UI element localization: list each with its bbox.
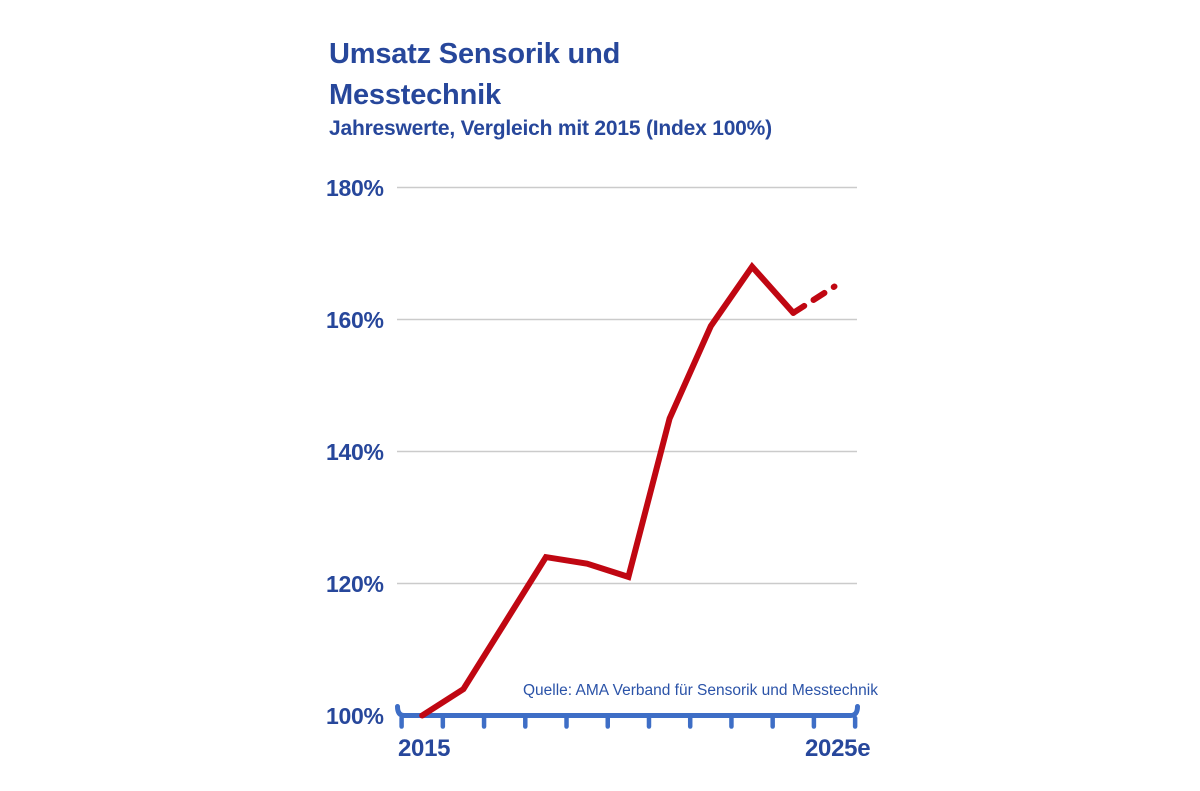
gridlines-group xyxy=(397,186,857,585)
x-axis-line xyxy=(395,704,860,718)
y-axis-label: 180% xyxy=(326,174,384,201)
revenue-line-solid xyxy=(419,261,797,719)
x-axis-label-end: 2025e xyxy=(805,735,871,762)
chart-subtitle: Jahreswerte, Vergleich mit 2015 (Index 1… xyxy=(329,117,772,140)
y-axis-label: 160% xyxy=(326,306,384,333)
y-axis-label: 120% xyxy=(326,570,384,597)
chart-title-line1: Umsatz Sensorik und xyxy=(329,38,621,70)
x-axis-label-start: 2015 xyxy=(398,735,451,762)
chart-title: Umsatz Sensorik und Messtechnik xyxy=(329,34,620,116)
y-axis-label: 140% xyxy=(326,438,384,465)
source-note: Quelle: AMA Verband für Sensorik und Mes… xyxy=(523,682,878,699)
data-series-group xyxy=(419,261,838,719)
y-axis-label: 100% xyxy=(326,702,384,729)
x-axis-group xyxy=(395,704,860,729)
revenue-line-forecast-dashed xyxy=(790,283,838,316)
chart-title-line2: Messtechnik xyxy=(329,79,501,111)
